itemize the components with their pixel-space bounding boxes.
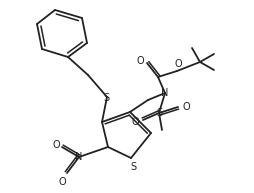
- Text: O: O: [174, 59, 182, 69]
- Text: O: O: [131, 117, 139, 127]
- Text: N: N: [75, 152, 83, 162]
- Text: O: O: [182, 102, 190, 112]
- Text: S: S: [130, 162, 136, 172]
- Text: O: O: [52, 140, 60, 150]
- Text: O: O: [58, 177, 66, 187]
- Text: N: N: [161, 88, 169, 98]
- Text: S: S: [103, 93, 109, 103]
- Text: O: O: [136, 56, 144, 66]
- Text: S: S: [156, 108, 162, 118]
